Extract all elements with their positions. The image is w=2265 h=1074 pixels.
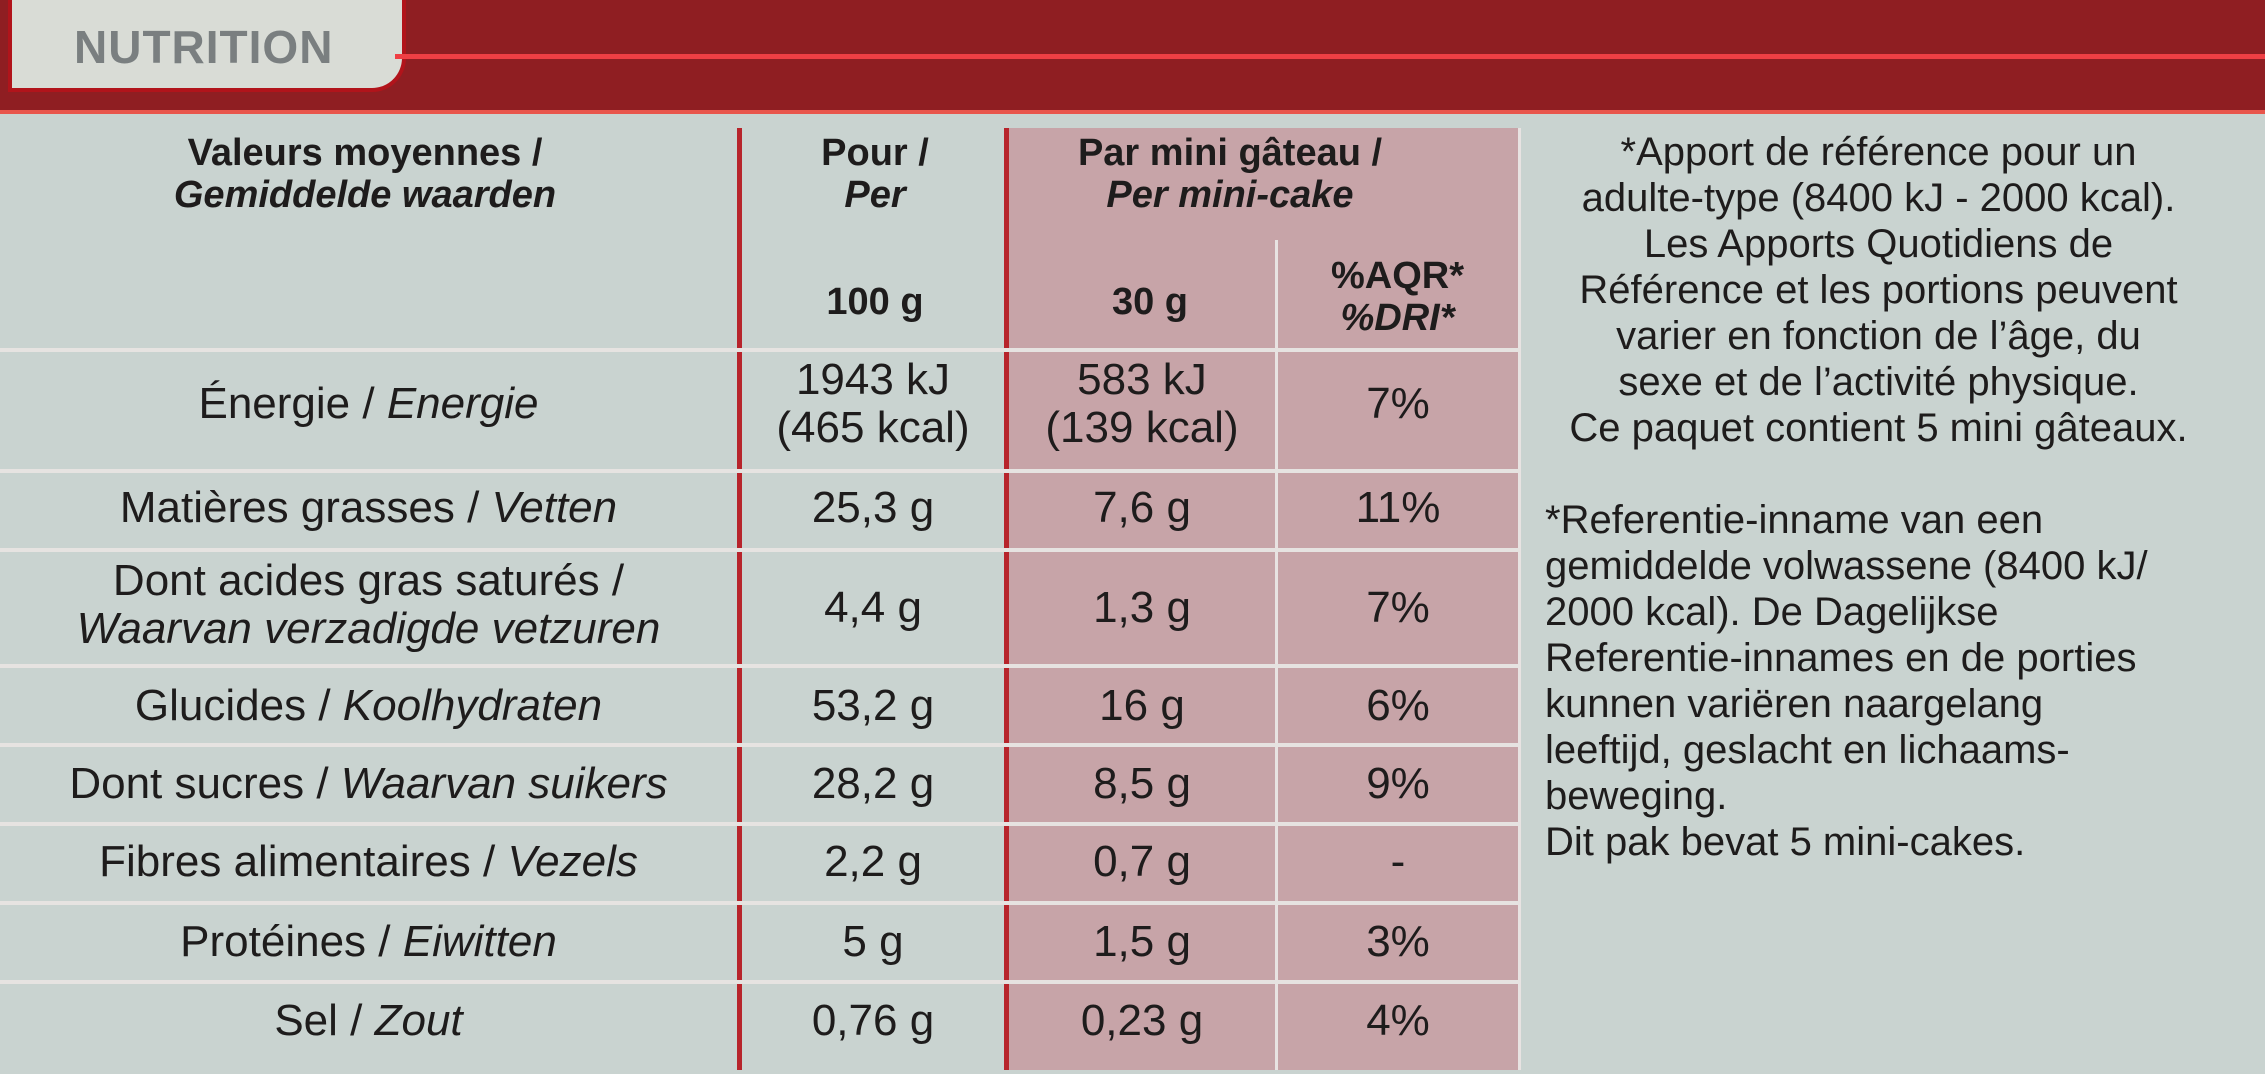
note-line: Referentie-innames en de porties	[1545, 636, 2137, 680]
header-per100-unit: 100 g	[826, 281, 924, 323]
row-label-carbohydrates: Glucides / Koolhydraten	[0, 682, 737, 730]
energy-per100: 1943 kJ (465 kcal)	[742, 356, 1004, 452]
label-nl: Vezels	[507, 837, 638, 886]
label-fr: Matières grasses /	[119, 483, 492, 532]
fat-ri: 11%	[1355, 483, 1441, 532]
salt-per100: 0,76 g	[811, 996, 935, 1045]
header-portion-fr: Par mini gâteau /	[1077, 132, 1383, 174]
label-fr: Glucides /	[134, 681, 343, 730]
row-divider	[0, 548, 1520, 552]
header-per100-fr: Pour /	[821, 132, 929, 174]
label-fr: Énergie /	[198, 379, 387, 428]
note-line: Les Apports Quotidiens de	[1643, 222, 2114, 266]
label-nl: Waarvan verzadigde vetzuren	[76, 604, 661, 653]
energy-portion-kj: 583 kJ	[1077, 355, 1207, 404]
note-line: Dit pak bevat 5 mini-cakes.	[1545, 820, 2026, 864]
row-label-fat: Matières grasses / Vetten	[0, 484, 737, 532]
salt-portion: 0,23 g	[1080, 996, 1204, 1045]
portion-column-shading	[1008, 128, 1518, 1070]
row-divider	[0, 664, 1520, 668]
protein-portion: 1,5 g	[1093, 917, 1191, 966]
header-label-nl: Gemiddelde waarden	[173, 174, 557, 216]
note-line: kunnen variëren naargelang	[1545, 682, 2044, 726]
label-fr: Dont sucres /	[69, 759, 341, 808]
note-line: leeftijd, geslacht en lichaams-	[1545, 728, 2070, 772]
row-divider	[0, 348, 1520, 352]
fat-portion: 7,6 g	[1093, 483, 1191, 532]
note-line: varier en fonction de l’âge, du	[1616, 314, 2141, 358]
row-divider	[0, 901, 1520, 905]
note-line: Référence et les portions peuvent	[1579, 268, 2178, 312]
protein-ri: 3%	[1366, 917, 1430, 966]
column-divider	[1518, 128, 1521, 1070]
note-line: beweging.	[1545, 774, 1728, 818]
saturates-portion: 1,3 g	[1093, 583, 1191, 632]
row-divider	[0, 743, 1520, 747]
header-ri-line2: %DRI*	[1340, 297, 1455, 339]
fibre-ri: -	[1390, 837, 1406, 886]
note-line: 2000 kcal). De Dagelijkse	[1545, 590, 1999, 634]
sugars-portion: 8,5 g	[1093, 759, 1191, 808]
sugars-ri: 9%	[1366, 759, 1430, 808]
reference-note-fr: *Apport de référence pour un adulte-type…	[1506, 129, 2251, 451]
header-ri-line1: %AQR*	[1330, 255, 1465, 297]
label-nl: Vetten	[491, 483, 618, 532]
note-line: gemiddelde volwassene (8400 kJ/	[1545, 544, 2148, 588]
saturates-ri: 7%	[1366, 583, 1430, 632]
fat-per100: 25,3 g	[811, 483, 935, 532]
label-fr: Dont acides gras saturés /	[112, 556, 625, 605]
carbohydrates-portion: 16 g	[1099, 681, 1185, 730]
label-nl: Eiwitten	[402, 917, 557, 966]
header-title: NUTRITION	[74, 21, 334, 73]
header-label-column: Valeurs moyennes / Gemiddelde waarden	[150, 132, 580, 216]
header-portion-nl: Per mini-cake	[1106, 174, 1354, 216]
row-label-saturates: Dont acides gras saturés / Waarvan verza…	[0, 557, 737, 653]
sugars-per100: 28,2 g	[811, 759, 935, 808]
carbohydrates-per100: 53,2 g	[811, 681, 935, 730]
energy-portion: 583 kJ (139 kcal)	[1009, 356, 1275, 452]
label-fr: Fibres alimentaires /	[99, 837, 508, 886]
note-line: *Apport de référence pour un	[1620, 130, 2137, 174]
energy-ri: 7%	[1366, 379, 1430, 428]
note-line: *Referentie-inname van een	[1545, 498, 2044, 542]
header-per100-column: Pour / Per	[775, 132, 975, 216]
row-divider	[0, 980, 1520, 984]
header-label-fr: Valeurs moyennes /	[187, 132, 543, 174]
header-rule	[395, 54, 2265, 59]
row-label-protein: Protéines / Eiwitten	[0, 918, 737, 966]
protein-per100: 5 g	[842, 917, 904, 966]
carbohydrates-ri: 6%	[1366, 681, 1430, 730]
header-portion-unit: 30 g	[1111, 281, 1189, 323]
reference-note-nl: *Referentie-inname van een gemiddelde vo…	[1545, 497, 2245, 865]
note-line: adulte-type (8400 kJ - 2000 kcal).	[1581, 176, 2176, 220]
label-fr: Sel /	[274, 996, 375, 1045]
label-nl: Zout	[374, 996, 463, 1045]
label-nl: Energie	[386, 379, 539, 428]
fibre-portion: 0,7 g	[1093, 837, 1191, 886]
row-label-salt: Sel / Zout	[0, 997, 737, 1045]
energy-per100-kcal: (465 kcal)	[776, 403, 970, 452]
column-divider	[1275, 240, 1278, 1070]
header-portion-column: Par mini gâteau / Per mini-cake	[1030, 132, 1430, 216]
label-nl: Koolhydraten	[342, 681, 603, 730]
saturates-per100: 4,4 g	[824, 583, 922, 632]
note-line: Ce paquet contient 5 mini gâteaux.	[1569, 406, 2188, 450]
column-divider	[737, 128, 742, 1070]
header-per100-nl: Per	[844, 174, 906, 216]
energy-per100-kj: 1943 kJ	[795, 355, 951, 404]
row-label-energy: Énergie / Energie	[0, 380, 737, 428]
salt-ri: 4%	[1366, 996, 1430, 1045]
header-tab: NUTRITION	[8, 0, 406, 92]
header-ri-column: %AQR* %DRI*	[1280, 255, 1515, 339]
row-divider	[0, 822, 1520, 826]
row-divider	[0, 469, 1520, 473]
fibre-per100: 2,2 g	[824, 837, 922, 886]
note-line: sexe et de l’activité physique.	[1618, 360, 2139, 404]
label-nl: Waarvan suikers	[340, 759, 668, 808]
row-label-sugars: Dont sucres / Waarvan suikers	[0, 760, 737, 808]
energy-portion-kcal: (139 kcal)	[1045, 403, 1239, 452]
column-divider	[1004, 128, 1009, 1070]
label-fr: Protéines /	[180, 917, 403, 966]
row-label-fibre: Fibres alimentaires / Vezels	[0, 838, 737, 886]
